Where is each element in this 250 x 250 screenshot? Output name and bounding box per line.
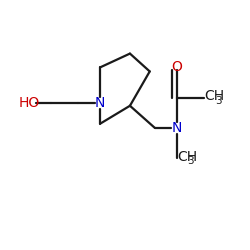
Text: N: N bbox=[172, 121, 182, 135]
Text: 3: 3 bbox=[215, 96, 221, 106]
Text: CH: CH bbox=[178, 150, 198, 164]
Text: O: O bbox=[172, 60, 182, 74]
Text: HO: HO bbox=[18, 96, 40, 110]
Text: 3: 3 bbox=[188, 156, 194, 166]
Text: N: N bbox=[95, 96, 106, 110]
Text: CH: CH bbox=[204, 89, 225, 103]
